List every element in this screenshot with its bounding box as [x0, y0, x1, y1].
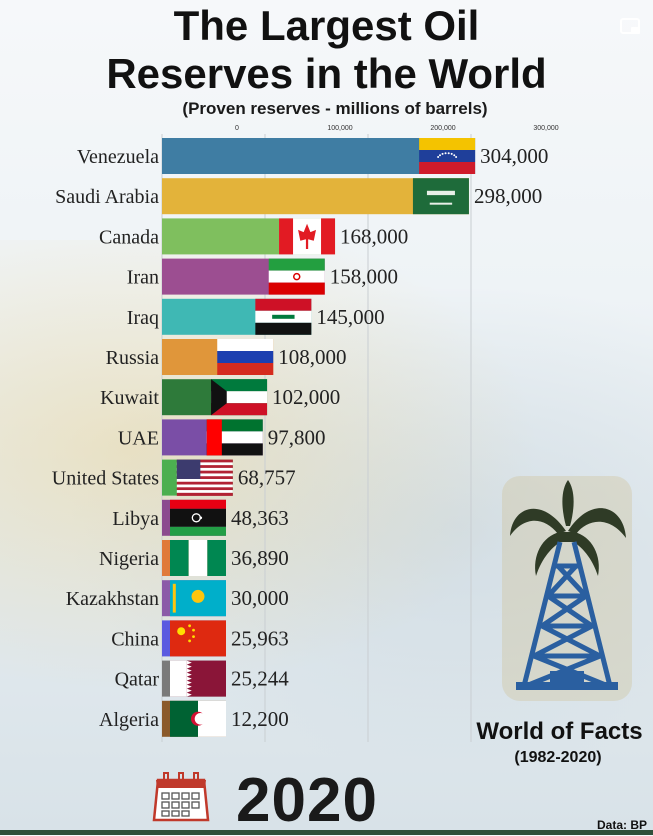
value-label: 304,000 [480, 144, 548, 168]
category-label: Iran [127, 267, 159, 289]
category-label: Russia [106, 347, 159, 369]
oil-derrick-icon [502, 476, 632, 701]
picture-in-picture-icon[interactable] [620, 18, 640, 34]
uae-flag-icon [206, 419, 263, 456]
background [0, 240, 653, 760]
value-label: 158,000 [330, 265, 398, 289]
value-label: 102,000 [272, 385, 340, 409]
bar-row: Libya 48,363 [112, 499, 289, 536]
category-label: Kazakhstan [66, 588, 159, 610]
calendar-icon [152, 772, 210, 822]
bar-row: Nigeria 36,890 [99, 540, 289, 576]
value-label: 25,244 [231, 667, 289, 691]
chart-subtitle: (Proven reserves - millions of barrels) [182, 99, 488, 118]
category-label: Canada [99, 226, 159, 248]
category-label: Nigeria [99, 548, 159, 570]
bar-row: Qatar 25,244 [115, 660, 289, 697]
category-label: Saudi Arabia [55, 186, 159, 208]
bar-row: Venezuela 304,000 [77, 138, 548, 174]
value-label: 36,890 [231, 546, 289, 570]
iran-flag-icon [268, 258, 325, 295]
russia-flag-icon [217, 339, 274, 375]
x-tick-label: 100,000 [327, 125, 352, 132]
bar-row: Canada 168,000 [99, 218, 408, 255]
value-label: 168,000 [340, 224, 408, 248]
united-states-flag-icon [176, 459, 233, 496]
value-label: 68,757 [238, 466, 296, 490]
category-label: Algeria [99, 709, 159, 731]
watermark-title: World of Facts [476, 718, 643, 745]
canada-flag-icon [279, 218, 336, 255]
category-label: Iraq [127, 307, 159, 329]
x-tick-label: 300,000 [533, 125, 558, 132]
value-label: 108,000 [278, 345, 346, 369]
value-label: 48,363 [231, 506, 289, 530]
category-label: China [111, 628, 159, 650]
year-label: 2020 [236, 766, 378, 835]
value-label: 145,000 [316, 305, 384, 329]
bar-row: China 25,963 [111, 620, 289, 657]
iraq-flag-icon [255, 298, 312, 335]
kazakhstan-flag-icon [170, 580, 226, 617]
venezuela-flag-icon [419, 138, 476, 174]
category-label: Venezuela [77, 146, 159, 168]
china-flag-icon [170, 620, 226, 657]
category-label: Libya [112, 508, 159, 530]
nigeria-flag-icon [170, 540, 226, 576]
value-label: 97,800 [268, 425, 326, 449]
bar-row: Saudi Arabia 298,000 [55, 178, 542, 215]
bar-row: United States 68,757 [52, 459, 296, 496]
bar-row: Algeria 12,200 [99, 700, 289, 737]
value-label: 298,000 [474, 184, 542, 208]
algeria-flag-icon [170, 700, 226, 737]
libya-flag-icon [170, 499, 226, 536]
bar-row: UAE 97,800 [118, 419, 326, 456]
category-label: Kuwait [100, 387, 159, 409]
watermark-subtitle: (1982-2020) [514, 749, 602, 766]
category-label: Qatar [115, 669, 160, 691]
chart-title: The Largest Oil Reserves in the World [106, 2, 547, 97]
category-label: United States [52, 468, 159, 490]
bottom-strip [0, 830, 653, 835]
bar-row: Russia 108,000 [106, 339, 346, 375]
x-tick-label: 200,000 [430, 125, 455, 132]
bar-row: Kuwait 102,000 [100, 379, 340, 416]
source-label: Data: BP [597, 818, 648, 832]
bar-row: Iraq 145,000 [127, 298, 385, 335]
bar-row: Kazakhstan 30,000 [66, 580, 289, 617]
x-tick-label: 0 [235, 125, 239, 132]
value-label: 30,000 [231, 586, 289, 610]
bar-row: Iran 158,000 [127, 258, 398, 295]
category-label: UAE [118, 427, 159, 449]
value-label: 12,200 [231, 707, 289, 731]
saudi-arabia-flag-icon [412, 178, 469, 215]
qatar-flag-icon [170, 660, 226, 697]
kuwait-flag-icon [211, 379, 268, 416]
value-label: 25,963 [231, 626, 289, 650]
